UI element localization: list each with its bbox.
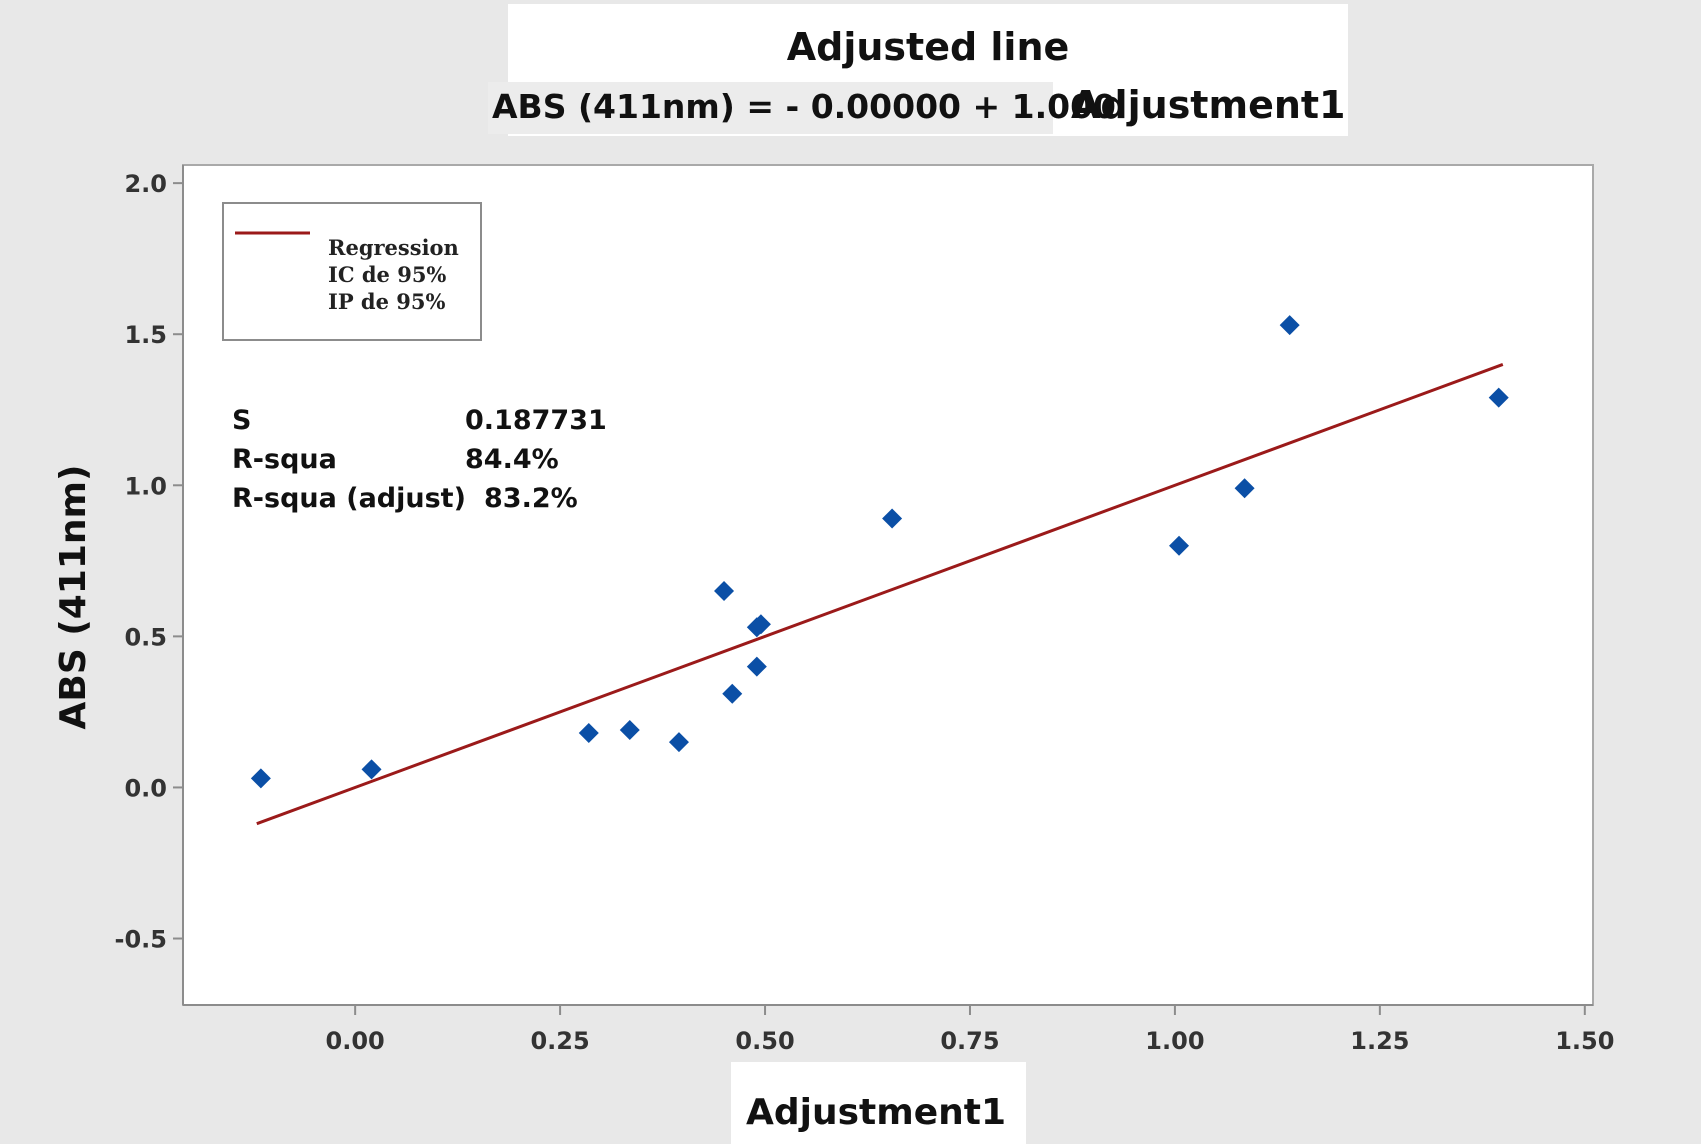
x-tick-label: 0.25 xyxy=(530,1027,589,1055)
x-tick-label: 0.00 xyxy=(326,1027,385,1055)
data-point xyxy=(250,768,271,789)
data-point xyxy=(746,656,767,677)
legend-entry-pi: IP de 95% xyxy=(328,289,446,314)
x-tick-label: 0.75 xyxy=(940,1027,999,1055)
data-point xyxy=(578,723,599,744)
data-point xyxy=(1234,478,1255,499)
data-point xyxy=(714,581,735,602)
y-tick-label: 0.0 xyxy=(124,774,167,802)
equation-box xyxy=(488,82,1053,134)
x-tick-label: 1.25 xyxy=(1350,1027,1409,1055)
stat-s-value: 0.187731 xyxy=(465,405,607,436)
data-point xyxy=(750,614,771,635)
stat-rsq-adj-value: 83.2% xyxy=(484,483,578,514)
regression-equation: ABS (411nm) = - 0.00000 + 1.000 xyxy=(492,87,1116,126)
y-tick-label: -0.5 xyxy=(115,926,167,954)
x-tick-label: 1.50 xyxy=(1555,1027,1614,1055)
stats-block: S 0.187731 R-squa 84.4% R-squa (adjust) … xyxy=(232,405,607,514)
y-axis-ticks: -0.5 0.0 0.5 1.0 1.5 2.0 xyxy=(115,170,183,954)
y-tick-label: 0.5 xyxy=(124,623,167,651)
legend: Regression IC de 95% IP de 95% xyxy=(222,202,482,341)
series-layer xyxy=(250,315,1509,826)
legend-entry-regression: Regression xyxy=(328,235,459,260)
y-tick-label: 2.0 xyxy=(124,170,167,198)
data-point xyxy=(882,508,903,529)
legend-entry-ci: IC de 95% xyxy=(328,262,446,287)
x-axis-label: Adjustment1 xyxy=(746,1092,1006,1133)
data-point xyxy=(361,759,382,780)
stat-s-label: S xyxy=(232,405,251,436)
stat-rsq-label: R-squa xyxy=(232,444,337,475)
stat-rsq-value: 84.4% xyxy=(465,444,559,475)
data-point xyxy=(722,683,743,704)
y-tick-label: 1.0 xyxy=(124,472,167,500)
regression-line xyxy=(256,363,1504,826)
y-axis-label: ABS (411nm) xyxy=(53,465,94,730)
x-tick-label: 0.50 xyxy=(735,1027,794,1055)
x-axis-ticks: 0.00 0.25 0.50 0.75 1.00 1.25 1.50 xyxy=(326,1005,1614,1055)
y-tick-label: 1.5 xyxy=(124,321,167,349)
x-axis-label-box xyxy=(731,1062,1026,1144)
data-point xyxy=(1488,387,1509,408)
legend-box xyxy=(222,202,482,341)
data-point xyxy=(668,732,689,753)
chart-title: Adjusted line xyxy=(787,25,1070,69)
data-point xyxy=(1169,535,1190,556)
x-tick-label: 1.00 xyxy=(1145,1027,1204,1055)
stat-rsq-adj-label: R-squa (adjust) xyxy=(232,483,466,514)
data-point xyxy=(619,720,640,741)
regression-equation-variable: Adjustment1 xyxy=(1071,83,1346,127)
data-point xyxy=(1279,315,1300,336)
